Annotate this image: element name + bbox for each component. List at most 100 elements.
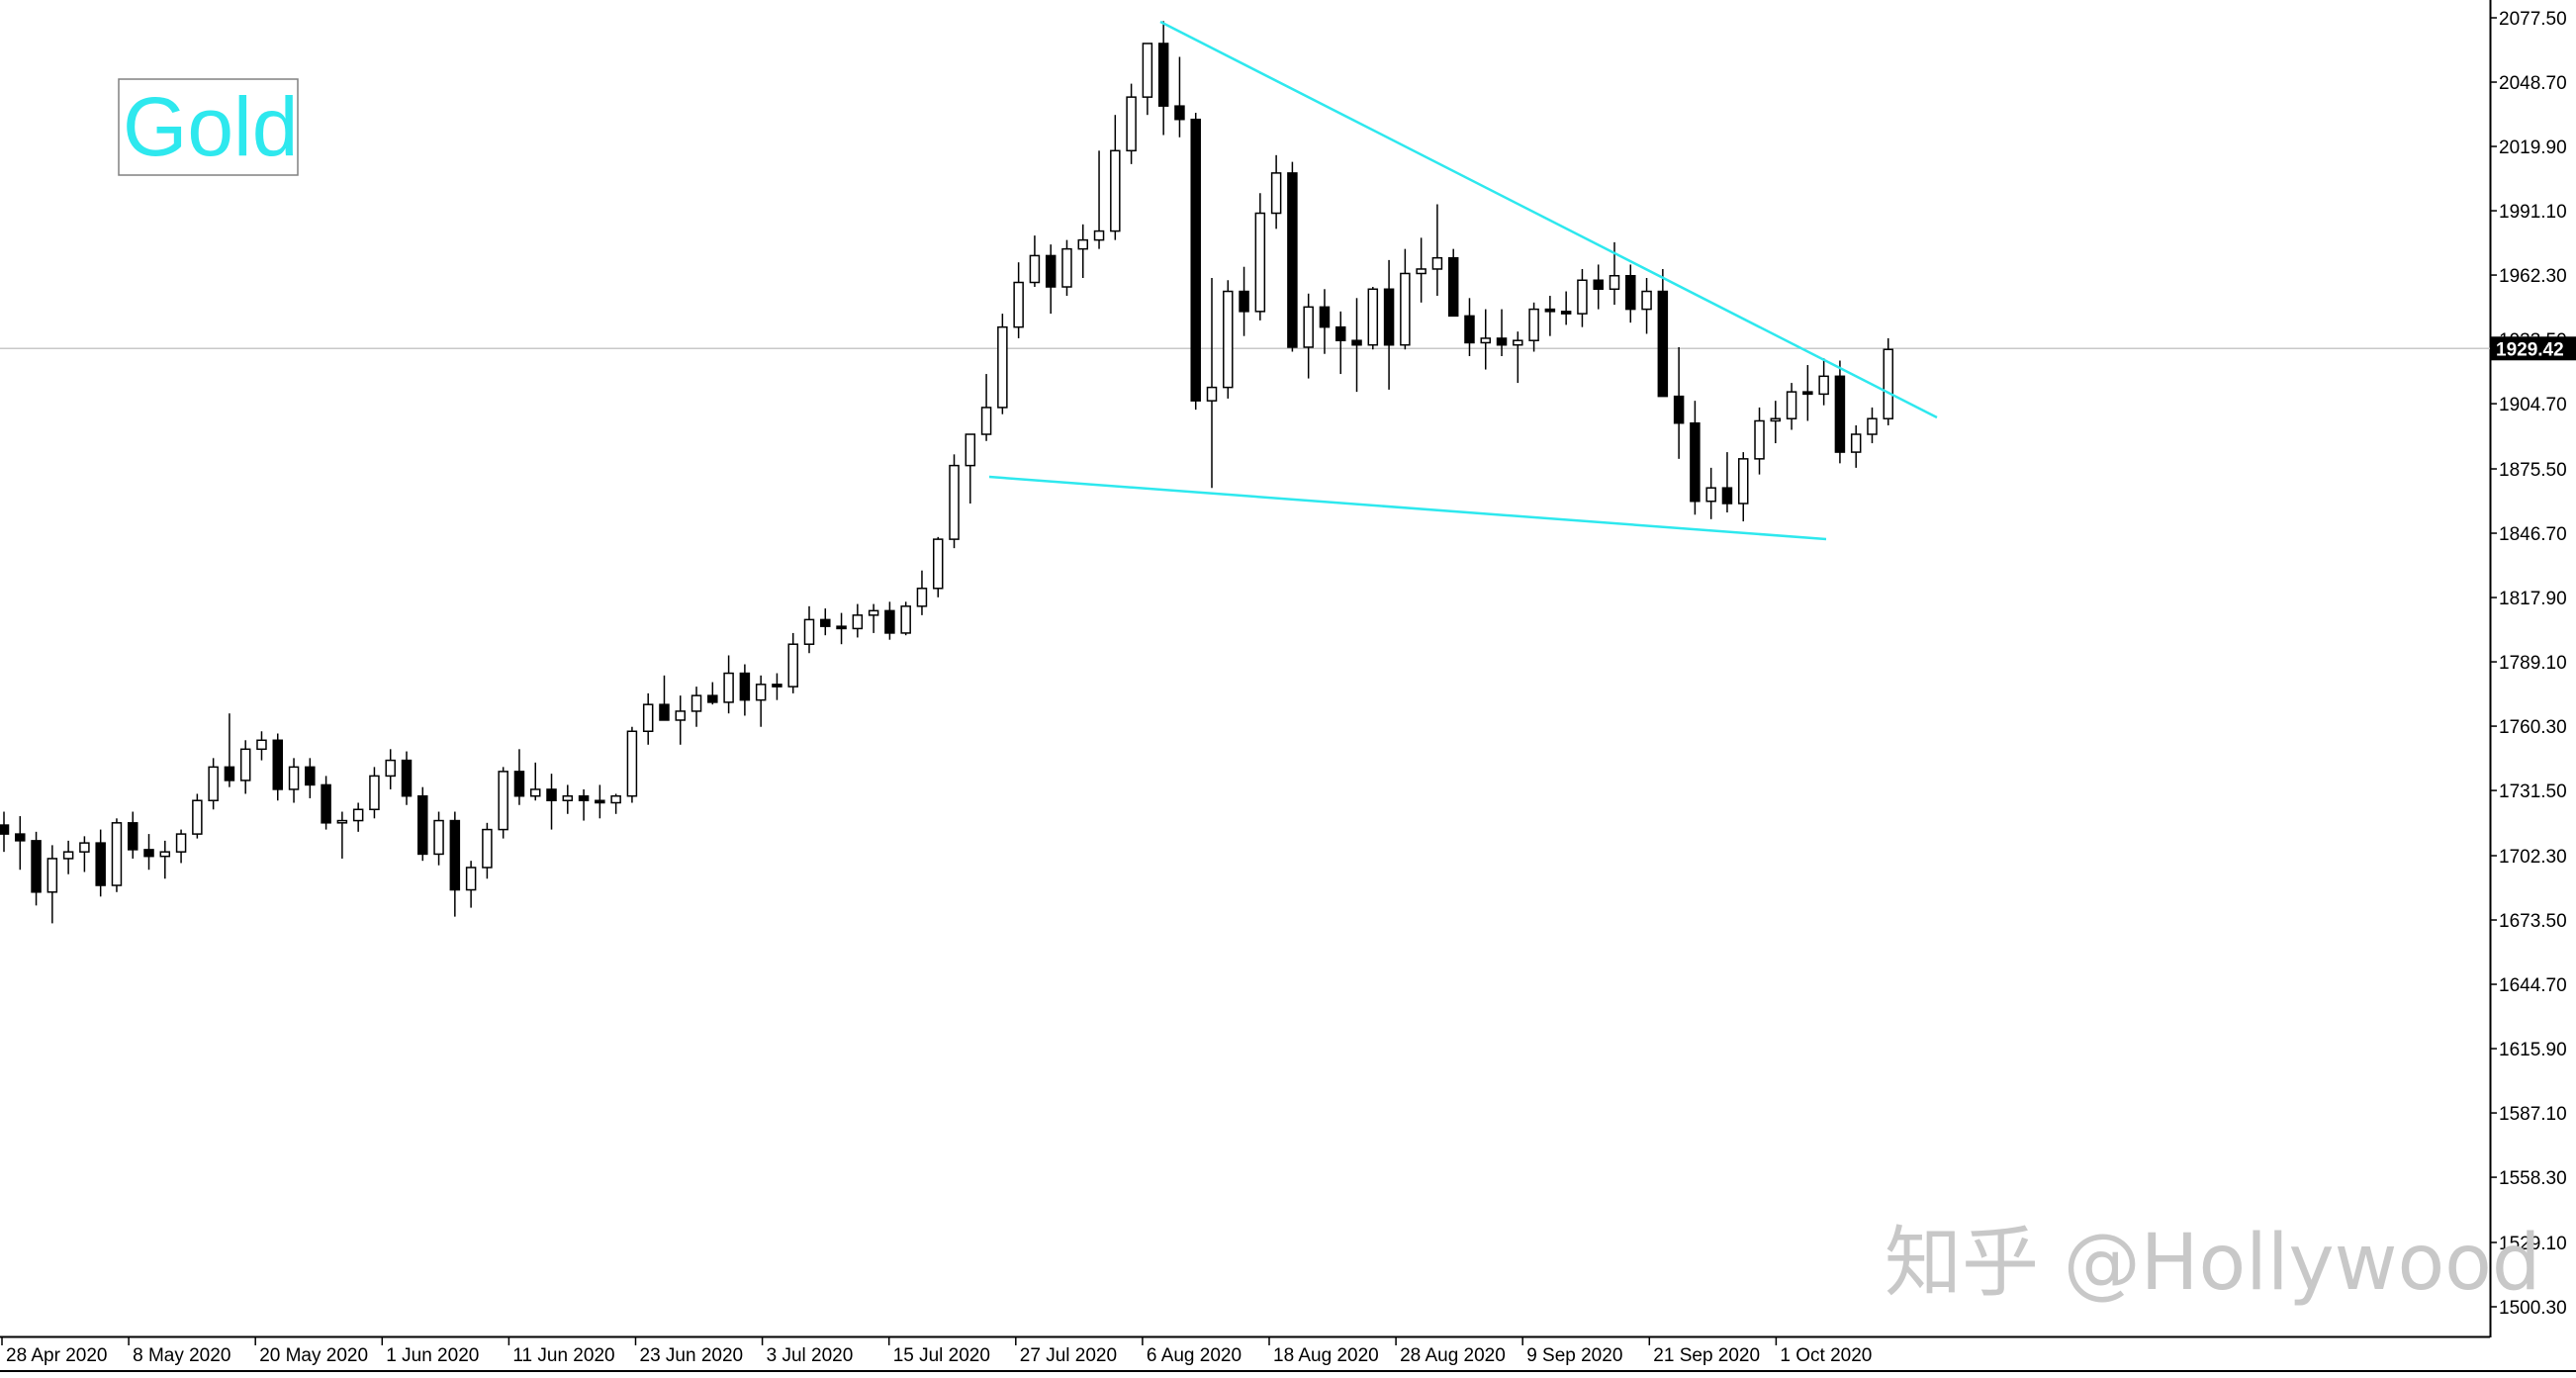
candle[interactable] xyxy=(546,774,557,830)
candle[interactable] xyxy=(272,733,284,801)
candle[interactable] xyxy=(192,793,203,839)
candle[interactable] xyxy=(900,601,911,636)
candle[interactable] xyxy=(449,811,461,917)
candle[interactable] xyxy=(15,816,26,871)
candle[interactable] xyxy=(143,834,154,871)
candle[interactable] xyxy=(675,695,687,745)
candle[interactable] xyxy=(1367,287,1379,350)
candle[interactable] xyxy=(884,601,895,640)
candle[interactable] xyxy=(1013,262,1024,338)
candle[interactable] xyxy=(224,713,235,787)
candle[interactable] xyxy=(1206,277,1218,489)
candle[interactable] xyxy=(1447,248,1459,318)
candle[interactable] xyxy=(1045,244,1057,315)
candle[interactable] xyxy=(1303,293,1314,379)
candle[interactable] xyxy=(755,675,767,727)
upper-trendline[interactable] xyxy=(1159,20,1938,419)
candle[interactable] xyxy=(1254,193,1266,321)
lower-trendline[interactable] xyxy=(988,475,1827,541)
candle[interactable] xyxy=(369,767,380,819)
candle[interactable] xyxy=(31,831,42,906)
candle[interactable] xyxy=(787,632,798,693)
candle[interactable] xyxy=(1126,83,1137,164)
candle[interactable] xyxy=(305,758,316,798)
candle[interactable] xyxy=(433,811,444,866)
candle[interactable] xyxy=(1093,150,1105,249)
candle[interactable] xyxy=(256,731,267,761)
candle[interactable] xyxy=(79,836,90,873)
candle[interactable] xyxy=(595,784,605,819)
candle[interactable] xyxy=(1174,56,1185,138)
candle[interactable] xyxy=(1737,452,1749,522)
candle[interactable] xyxy=(1239,266,1249,336)
symbol-label-box[interactable] xyxy=(118,78,299,176)
candle[interactable] xyxy=(62,840,74,874)
candle[interactable] xyxy=(288,758,300,803)
candle[interactable] xyxy=(836,612,847,645)
candle[interactable] xyxy=(352,802,364,832)
candle[interactable] xyxy=(1061,239,1072,297)
candle[interactable] xyxy=(1770,401,1782,444)
candle[interactable] xyxy=(997,314,1008,414)
candle[interactable] xyxy=(578,788,590,821)
candle[interactable] xyxy=(1867,407,1878,444)
candle[interactable] xyxy=(739,664,751,716)
candle[interactable] xyxy=(175,829,187,864)
candle[interactable] xyxy=(1142,43,1153,116)
candle[interactable] xyxy=(111,818,123,892)
candle[interactable] xyxy=(1560,291,1572,325)
candle[interactable] xyxy=(723,655,734,714)
candle[interactable] xyxy=(401,751,413,805)
candle[interactable] xyxy=(1334,311,1346,375)
candle[interactable] xyxy=(1593,264,1604,310)
candle[interactable] xyxy=(868,603,879,633)
candle[interactable] xyxy=(1029,235,1041,288)
candle[interactable] xyxy=(159,840,171,879)
candle[interactable] xyxy=(1818,358,1829,406)
candle[interactable] xyxy=(980,374,992,441)
candle[interactable] xyxy=(1416,237,1426,303)
candle[interactable] xyxy=(1157,21,1169,136)
candle[interactable] xyxy=(321,776,331,830)
candle[interactable] xyxy=(1673,346,1685,459)
candle[interactable] xyxy=(127,811,138,859)
candle[interactable] xyxy=(852,603,864,638)
candle[interactable] xyxy=(1528,302,1539,352)
candle[interactable] xyxy=(1287,161,1298,352)
candle[interactable] xyxy=(1400,248,1411,350)
candle[interactable] xyxy=(1577,268,1588,327)
candle[interactable] xyxy=(1480,309,1492,370)
candle[interactable] xyxy=(1190,112,1201,411)
candle[interactable] xyxy=(610,793,621,814)
candle[interactable] xyxy=(385,749,396,789)
candle[interactable] xyxy=(465,861,477,908)
candle[interactable] xyxy=(916,570,928,615)
candle[interactable] xyxy=(208,758,219,810)
candle[interactable] xyxy=(417,786,428,862)
candle[interactable] xyxy=(95,829,106,897)
candle[interactable] xyxy=(562,784,574,814)
candle[interactable] xyxy=(1351,298,1362,393)
candle[interactable] xyxy=(336,811,348,859)
candle[interactable] xyxy=(0,811,10,853)
candle[interactable] xyxy=(1883,337,1894,425)
candle[interactable] xyxy=(690,687,702,727)
candle[interactable] xyxy=(772,673,782,700)
candle[interactable] xyxy=(965,433,976,504)
candle[interactable] xyxy=(820,608,831,636)
candle[interactable] xyxy=(803,605,815,654)
candle[interactable] xyxy=(1513,331,1523,384)
candle[interactable] xyxy=(1850,424,1862,468)
candle[interactable] xyxy=(1383,259,1395,390)
candle[interactable] xyxy=(642,692,654,745)
candle[interactable] xyxy=(1464,298,1475,357)
candle[interactable] xyxy=(1319,289,1331,354)
candle[interactable] xyxy=(707,682,718,705)
candle[interactable] xyxy=(1721,452,1733,513)
candle[interactable] xyxy=(1657,268,1669,398)
candle[interactable] xyxy=(1802,365,1813,421)
candle[interactable] xyxy=(1431,204,1443,297)
candle[interactable] xyxy=(513,749,525,805)
